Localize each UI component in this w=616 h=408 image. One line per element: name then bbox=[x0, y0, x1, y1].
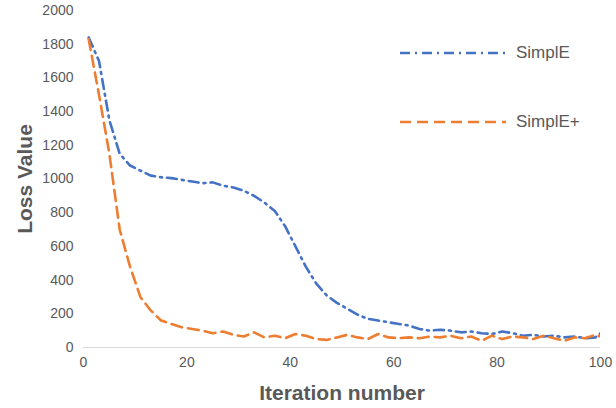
svg-text:800: 800 bbox=[50, 204, 74, 220]
svg-text:20: 20 bbox=[179, 354, 195, 370]
svg-text:1000: 1000 bbox=[42, 170, 73, 186]
svg-text:80: 80 bbox=[489, 354, 505, 370]
svg-text:0: 0 bbox=[66, 339, 74, 355]
html-text:SimplE: SimplE bbox=[516, 43, 570, 62]
svg-text:1200: 1200 bbox=[42, 137, 73, 153]
svg-text:2000: 2000 bbox=[42, 2, 73, 18]
html-text:SimplE+: SimplE+ bbox=[516, 112, 580, 131]
svg-text:60: 60 bbox=[386, 354, 402, 370]
svg-text:1600: 1600 bbox=[42, 69, 73, 85]
svg-text:Iteration number: Iteration number bbox=[259, 381, 425, 404]
svg-text:400: 400 bbox=[50, 272, 74, 288]
svg-text:40: 40 bbox=[283, 354, 299, 370]
svg-text:1400: 1400 bbox=[42, 103, 73, 119]
svg-text:100: 100 bbox=[589, 354, 613, 370]
svg-text:600: 600 bbox=[50, 238, 74, 254]
svg-text:200: 200 bbox=[50, 305, 74, 321]
svg-text:1800: 1800 bbox=[42, 36, 73, 52]
svg-text:0: 0 bbox=[80, 354, 88, 370]
svg-text:Loss Value: Loss Value bbox=[13, 124, 36, 234]
